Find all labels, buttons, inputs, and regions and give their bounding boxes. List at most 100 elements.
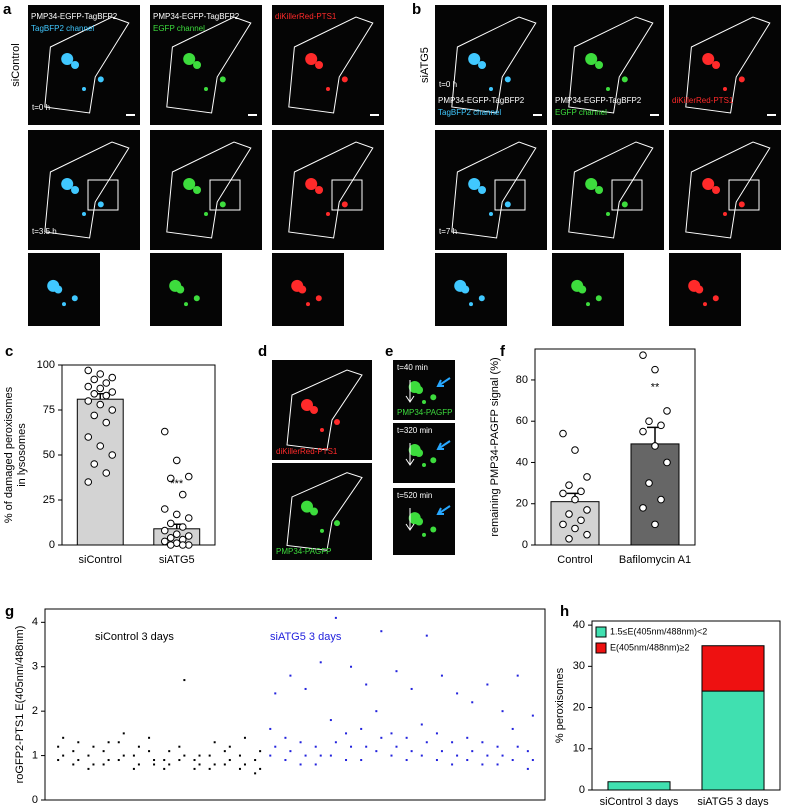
zoom-box [728,179,760,211]
signal [738,201,745,208]
data-point [531,714,534,717]
y-axis-label: % of damaged peroxisomes [3,386,15,523]
data-point [90,460,99,468]
panel-label: b [412,1,421,18]
data-point [153,763,156,766]
zoom-box [331,179,363,211]
data-point [663,407,671,415]
data-point [663,458,671,467]
data-point [395,670,398,673]
signal [461,285,470,294]
micrograph [28,5,140,125]
data-point [178,541,187,549]
signal [695,285,704,294]
signal [334,419,340,425]
data-point [577,516,585,525]
y-tick-label: 100 [37,359,55,371]
cell-outline [166,141,252,239]
channel-label: PMP34-PAGFP [276,547,331,556]
data-point [583,473,591,481]
data-point [178,745,181,748]
signal [430,394,437,401]
data-point [223,763,226,766]
data-point [299,741,302,744]
micrograph [272,360,372,460]
signal [301,399,313,411]
data-point [160,537,169,546]
channel-label: EGFP channel [153,24,205,33]
data-point [511,727,514,730]
signal [310,406,318,414]
bar-segment [701,645,765,692]
micrograph [435,130,547,250]
signal [320,528,324,533]
data-point [334,616,337,619]
data-point [168,750,171,753]
micrograph [150,130,262,250]
data-point [172,456,181,465]
cell-outline [685,141,771,239]
signal [578,285,587,294]
signal [712,295,719,302]
arrow [405,508,415,531]
data-point [84,397,93,405]
data-point [238,767,241,770]
signal [204,212,208,216]
signal [176,285,185,294]
data-point [274,692,277,695]
data-point [168,763,171,766]
data-point [160,427,169,436]
signal [61,53,74,65]
y-tick-label: 0 [579,784,585,796]
data-point [289,750,292,753]
series-label: siControl 3 days [95,631,174,643]
legend-label: 1.5≤E(405nm/488nm)<2 [610,626,707,636]
signal [430,457,437,464]
data-point [87,754,90,757]
arrow [405,380,415,403]
legend-label: E(405nm/488nm)≥2 [610,642,689,652]
data-point [314,763,317,766]
data-point [77,759,80,762]
data-point [559,520,567,529]
signal [489,212,493,216]
signal [606,87,610,91]
data-point [583,506,591,514]
data-point [193,759,196,762]
data-point [526,767,529,770]
data-point [132,767,135,770]
y-tick-label: 20 [516,498,528,510]
data-point [57,759,60,762]
zoom-box [87,179,119,211]
data-point [184,472,193,481]
signal [478,61,487,69]
signal [341,76,348,83]
signal [298,285,307,294]
time-label: t=7 h [439,227,457,236]
signal [703,302,707,307]
signal [478,295,485,302]
data-point [486,754,489,757]
data-point [390,732,393,735]
y-tick-label: 0 [522,539,528,551]
signal [315,186,324,194]
x-tick-label: siATG5 3 days [697,796,769,807]
data-point [639,427,647,436]
data-point [193,767,196,770]
data-point [102,391,111,400]
data-point [90,411,99,420]
micrograph [552,253,624,326]
data-point [153,759,156,762]
arrow [436,377,451,387]
micrograph [393,423,455,483]
data-point [471,701,474,704]
signal [738,76,745,83]
data-point [651,520,659,529]
plot-frame [44,608,546,801]
signal [183,53,196,65]
data-point [243,763,246,766]
signal [430,526,437,533]
data-point [350,745,353,748]
data-point [117,741,120,744]
y-tick-label: 30 [573,660,585,672]
